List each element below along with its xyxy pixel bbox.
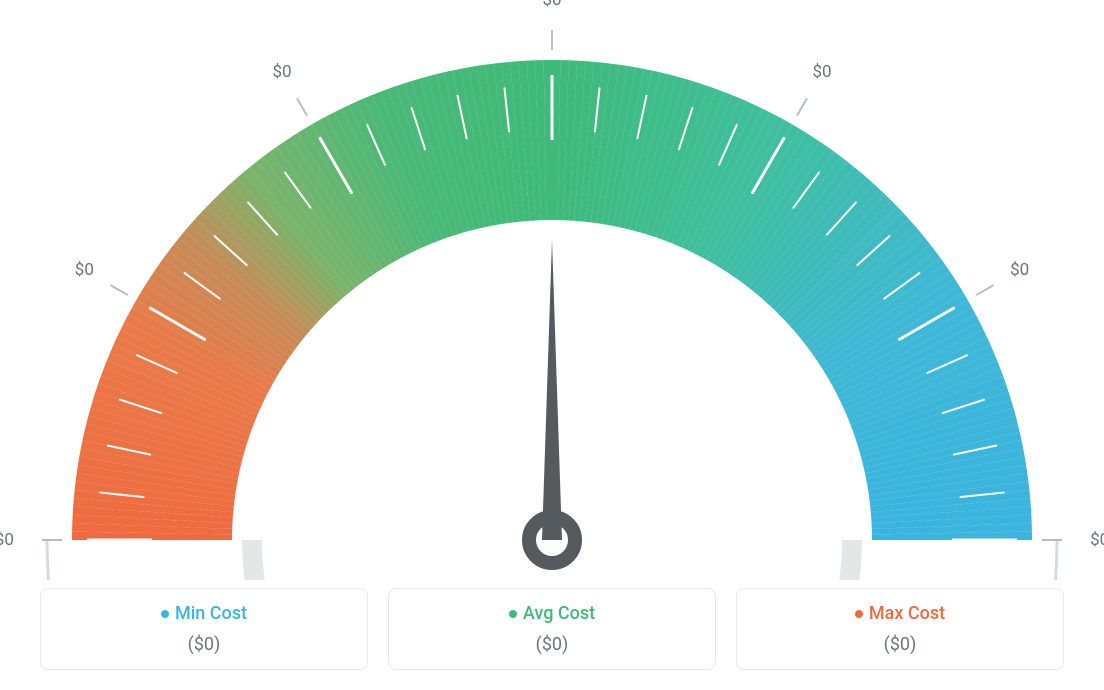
cost-gauge: $0 $0 $0 $0 $0 $0 $0: [0, 0, 1104, 580]
gauge-scale-label: $0: [812, 62, 831, 82]
legend-card-avg: Avg Cost ($0): [388, 588, 716, 670]
legend-title-max: Max Cost: [753, 603, 1047, 624]
gauge-scale-label: $0: [272, 62, 291, 82]
gauge-scale-label: $0: [0, 530, 14, 550]
legend-dot-avg: [509, 610, 517, 618]
legend-value-min: ($0): [57, 634, 351, 655]
legend-title-max-text: Max Cost: [869, 603, 945, 624]
gauge-scale-label: $0: [1090, 530, 1104, 550]
legend-card-min: Min Cost ($0): [40, 588, 368, 670]
legend-dot-max: [855, 610, 863, 618]
legend-row: Min Cost ($0) Avg Cost ($0) Max Cost ($0…: [40, 588, 1064, 670]
gauge-scale-label: $0: [542, 0, 561, 10]
legend-title-avg-text: Avg Cost: [523, 603, 595, 624]
legend-card-max: Max Cost ($0): [736, 588, 1064, 670]
gauge-svg: [0, 0, 1104, 580]
gauge-scale-label: $0: [75, 260, 94, 280]
legend-title-min: Min Cost: [57, 603, 351, 624]
legend-value-max: ($0): [753, 634, 1047, 655]
legend-dot-min: [161, 610, 169, 618]
gauge-scale-label: $0: [1010, 260, 1029, 280]
legend-title-avg: Avg Cost: [405, 603, 699, 624]
legend-value-avg: ($0): [405, 634, 699, 655]
legend-title-min-text: Min Cost: [175, 603, 247, 624]
